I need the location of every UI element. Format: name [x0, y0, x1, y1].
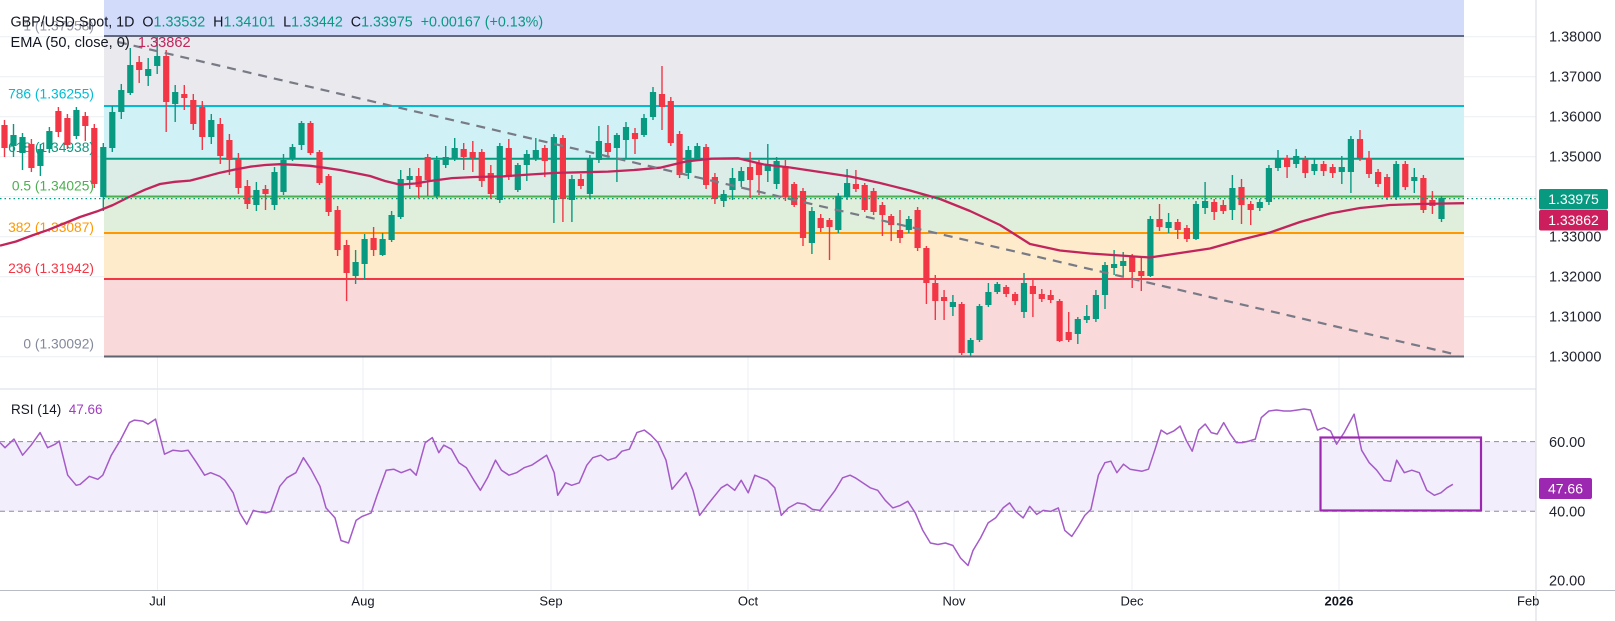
svg-text:40.00: 40.00: [1549, 505, 1585, 521]
svg-text:1.37000: 1.37000: [1549, 70, 1601, 86]
svg-text:1.33975: 1.33975: [1548, 191, 1599, 207]
svg-text:EMA (50, close, 0) 1.33862: EMA (50, close, 0) 1.33862: [11, 35, 191, 51]
svg-text:Jul: Jul: [149, 594, 166, 609]
svg-text:786 (1.36255): 786 (1.36255): [8, 87, 94, 102]
svg-text:20.00: 20.00: [1549, 574, 1585, 590]
svg-text:1.33862: 1.33862: [1548, 212, 1599, 228]
svg-text:Feb: Feb: [1517, 594, 1539, 609]
svg-text:0.5 (1.34025): 0.5 (1.34025): [12, 179, 94, 194]
svg-text:1.30000: 1.30000: [1549, 350, 1601, 366]
svg-text:Aug: Aug: [351, 594, 374, 609]
svg-text:Nov: Nov: [942, 594, 966, 609]
svg-text:Sep: Sep: [539, 594, 562, 609]
svg-text:GBP/USD Spot, 1D O1.33532 H1: GBP/USD Spot, 1D O1.33532 H1.34101 L1.33…: [11, 15, 544, 31]
svg-text:1.33000: 1.33000: [1549, 230, 1601, 246]
svg-text:2026: 2026: [1325, 594, 1354, 609]
svg-text:Oct: Oct: [738, 594, 759, 609]
svg-text:1 (1.37958): 1 (1.37958): [23, 19, 94, 34]
svg-text:1.38000: 1.38000: [1549, 30, 1601, 46]
svg-text:1.36000: 1.36000: [1549, 110, 1601, 126]
svg-text:1.35000: 1.35000: [1549, 150, 1601, 166]
svg-text:1.31000: 1.31000: [1549, 310, 1601, 326]
svg-text:47.66: 47.66: [1548, 481, 1583, 497]
svg-text:RSI (14) 47.66: RSI (14) 47.66: [11, 402, 103, 417]
svg-text:236 (1.31942): 236 (1.31942): [8, 261, 94, 276]
svg-text:0 (1.30092): 0 (1.30092): [23, 336, 94, 351]
svg-text:Dec: Dec: [1120, 594, 1144, 609]
svg-text:1.32000: 1.32000: [1549, 270, 1601, 286]
svg-text:60.00: 60.00: [1549, 435, 1585, 451]
